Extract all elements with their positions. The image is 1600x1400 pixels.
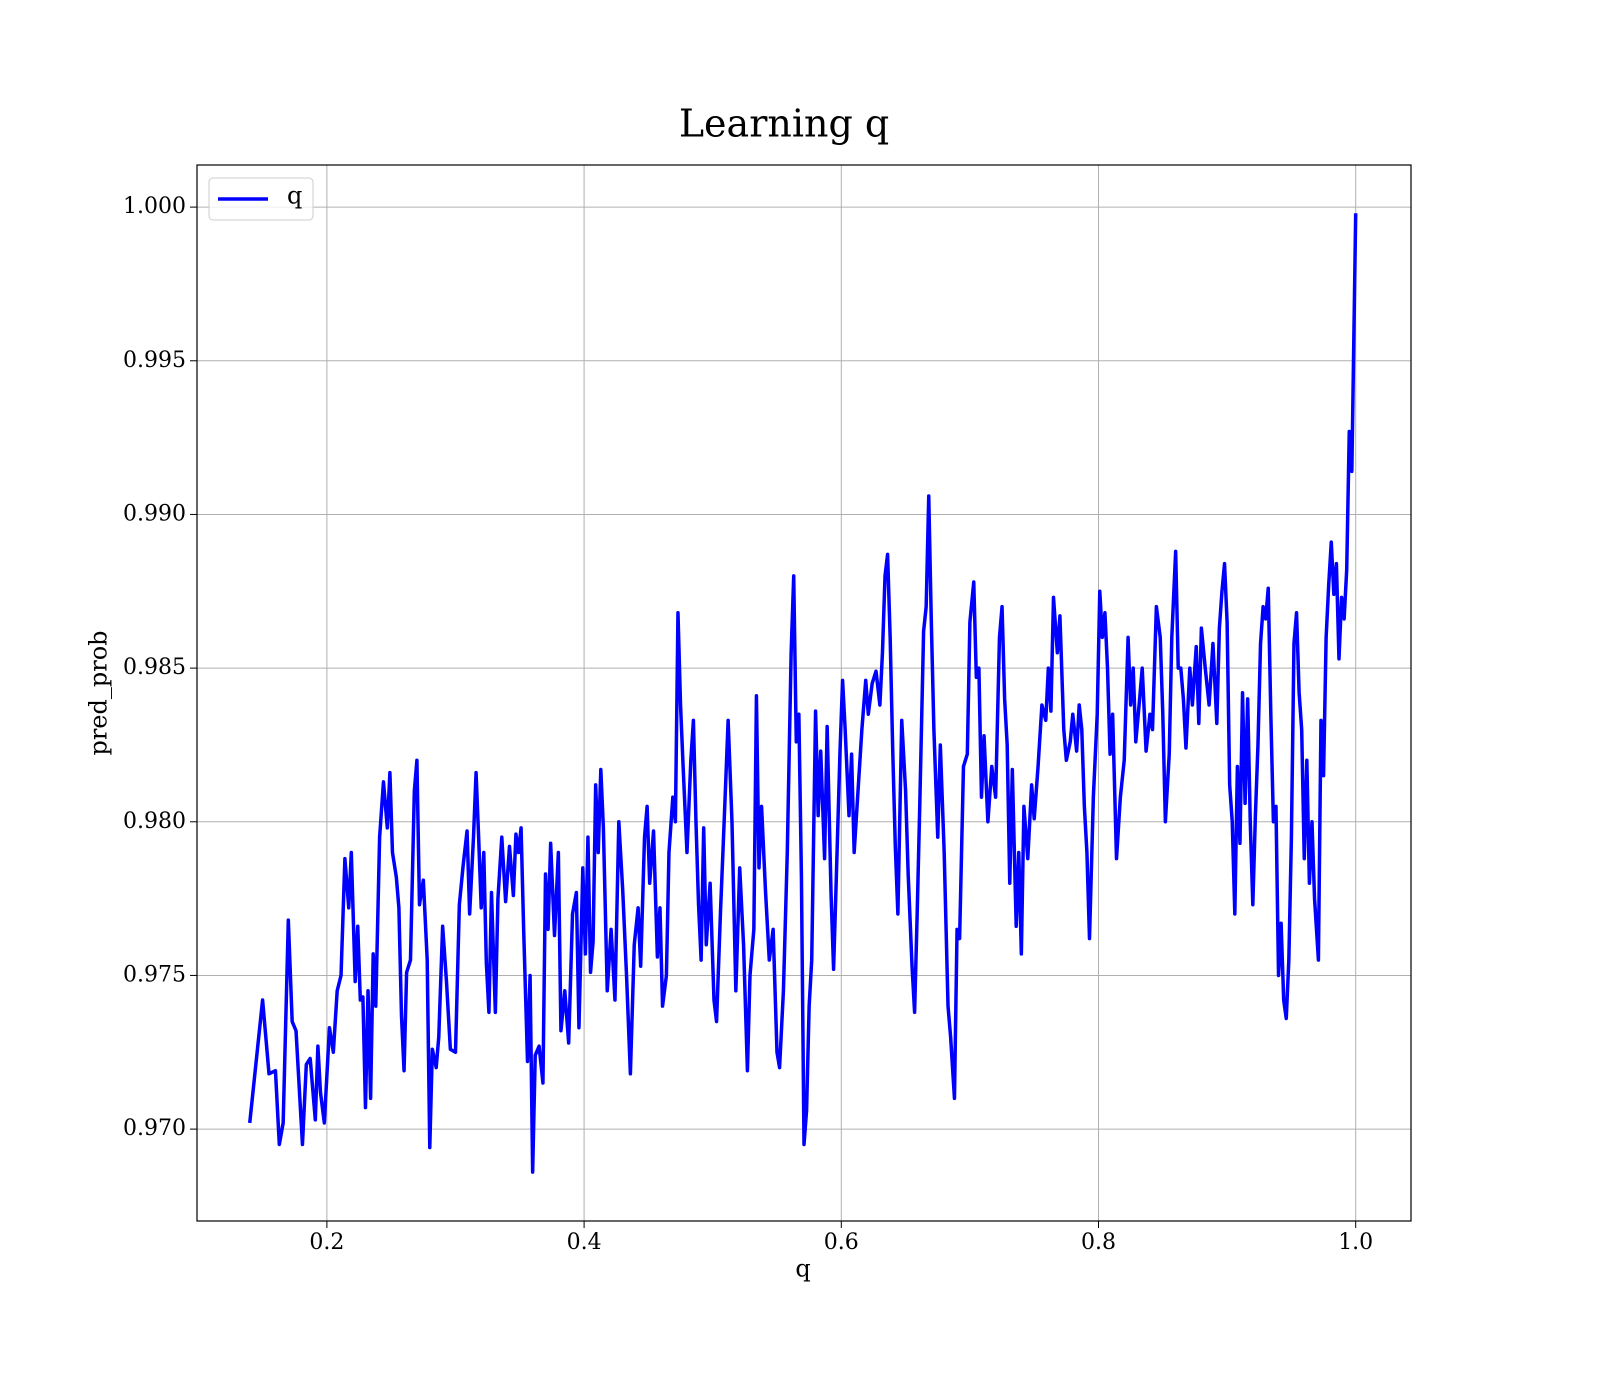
legend: q (208, 177, 314, 221)
y-tick-label: 0.975 (123, 962, 186, 987)
x-tick-label: 0.4 (567, 1230, 602, 1255)
y-tick-label: 0.970 (123, 1116, 186, 1141)
y-tick-label: 0.985 (123, 655, 186, 680)
data-line (247, 213, 1358, 1174)
legend-label: q (287, 182, 302, 210)
plot (247, 213, 1358, 1174)
plot-frame (196, 164, 1412, 1222)
x-tick-label: 0.2 (309, 1230, 344, 1255)
y-tick-label: 0.995 (123, 348, 186, 373)
y-tick-label: 0.990 (123, 501, 186, 526)
y-tick-label: 1.000 (123, 194, 186, 219)
x-tick-label: 1.0 (1338, 1230, 1373, 1255)
chart-title: Learning q (679, 102, 889, 146)
x-tick-label: 0.8 (1081, 1230, 1116, 1255)
y-axis-label: pred_prob (85, 630, 113, 755)
x-tick-label: 0.6 (824, 1230, 859, 1255)
y-tick-label: 0.980 (123, 809, 186, 834)
x-axis-label: q (795, 1255, 810, 1283)
